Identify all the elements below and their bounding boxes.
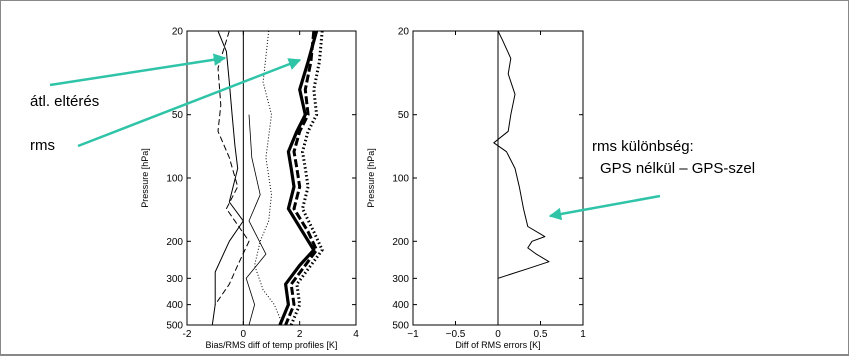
rms-diff-chart: 20 50 100 200 300 400 500−1 −0.5 0 0.5 1 Diff of RM… (366, 27, 586, 351)
plot-frame (186, 30, 357, 326)
annotation-arrow (49, 53, 227, 87)
y-tick-label: 300 (392, 274, 409, 285)
x-tick-label: 0.5 (534, 329, 548, 340)
rms-diff-annotation-line1: rms különbség: (592, 138, 694, 155)
y-tick-label: 300 (166, 274, 183, 285)
y-tick-label: 100 (166, 174, 183, 185)
y-tick-label: 50 (398, 110, 410, 121)
rms-diff-annotation-line2: GPS nélkül – GPS-szel (600, 160, 756, 177)
x-tick-label: 1 (580, 329, 586, 340)
annotation-arrows (49, 53, 661, 221)
y-tick-label: 500 (392, 321, 409, 332)
y-tick-label: 20 (398, 27, 410, 38)
rms-annotation: rms (30, 137, 55, 154)
x-tick-label: 4 (353, 329, 359, 340)
y-axis-label: Pressure [hPa] (366, 148, 376, 208)
y-tick-label: 50 (172, 110, 184, 121)
y-tick-label: 400 (392, 300, 409, 311)
series-line-thin-solid (493, 30, 550, 279)
annotation-arrow (77, 58, 302, 148)
x-axis-label: Bias/RMS diff of temp profiles [K] (206, 340, 338, 350)
y-tick-label: 200 (392, 237, 409, 248)
y-tick-label: 500 (166, 321, 183, 332)
series-line-thick-solid (278, 30, 319, 326)
series-line-thin-dotted (254, 30, 284, 326)
series-line-thin-solid (211, 30, 244, 326)
series-line-thick-dashed (284, 30, 319, 326)
x-tick-label: −0.5 (446, 329, 466, 340)
y-tick-label: 20 (172, 27, 184, 38)
x-tick-label: 0 (495, 329, 501, 340)
x-tick-label: -2 (183, 329, 192, 340)
series-line-thin-solid-2 (245, 114, 267, 326)
series-line-thin-dashed (214, 30, 250, 305)
y-tick-label: 100 (392, 174, 409, 185)
y-axis-label: Pressure [hPa] (140, 148, 150, 208)
y-tick-label: 200 (166, 237, 183, 248)
x-tick-label: 0 (241, 329, 247, 340)
annotation-arrow (548, 194, 661, 221)
bias-annotation: átl. eltérés (30, 93, 100, 110)
x-tick-label: −1 (407, 329, 419, 340)
x-tick-label: 2 (297, 329, 303, 340)
y-tick-label: 400 (166, 300, 183, 311)
bias-rms-chart: 20 50 100 200 300 400 500-2 0 2 4 Bias/RMS diff of… (140, 27, 359, 351)
x-axis-label: Diff of RMS errors [K] (455, 340, 540, 350)
